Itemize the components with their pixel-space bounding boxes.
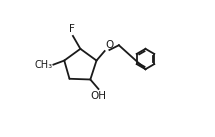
Text: CH₃: CH₃ [35, 60, 53, 70]
Text: O: O [105, 40, 114, 50]
Text: OH: OH [91, 91, 107, 101]
Text: F: F [69, 24, 75, 34]
